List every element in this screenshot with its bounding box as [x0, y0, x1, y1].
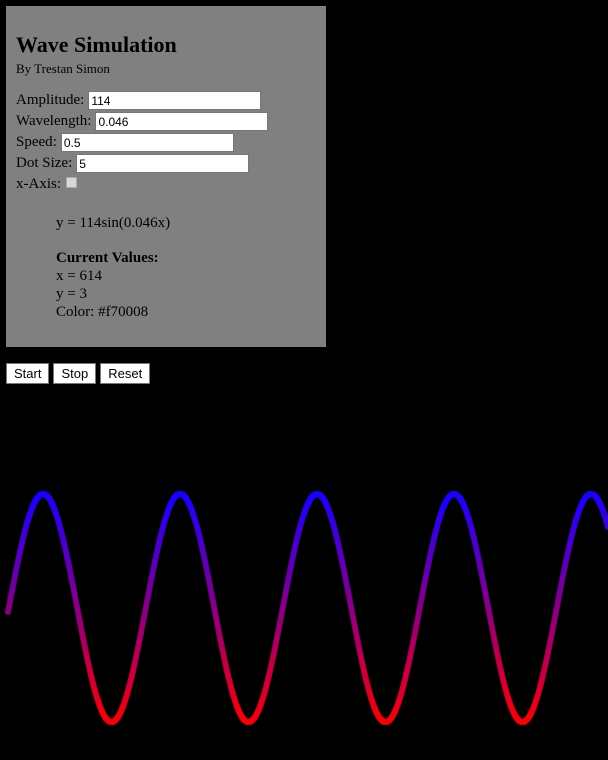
current-y-value: y = 3 [56, 286, 87, 302]
stop-button[interactable]: Stop [53, 363, 97, 384]
wave-equation: y = 114sin(0.046x) [56, 215, 171, 231]
reset-button[interactable]: Reset [100, 363, 151, 384]
speed-input[interactable] [60, 133, 234, 152]
speed-label: Speed: [16, 134, 57, 150]
wavelength-row: Wavelength: [16, 111, 316, 132]
x-axis-label: x-Axis: [16, 176, 61, 192]
dot-size-input[interactable] [76, 154, 250, 173]
page-title: Wave Simulation [16, 32, 177, 57]
current-values-heading: Current Values: [56, 250, 159, 266]
control-panel: Wave Simulation By Trestan Simon Amplitu… [6, 6, 326, 347]
amplitude-label: Amplitude: [16, 92, 85, 108]
amplitude-row: Amplitude: [16, 90, 316, 111]
start-button[interactable]: Start [6, 363, 50, 384]
control-buttons: Start Stop Reset [6, 363, 151, 384]
author-byline: By Trestan Simon [16, 61, 110, 76]
speed-row: Speed: [16, 132, 316, 153]
dot-size-row: Dot Size: [16, 153, 316, 174]
amplitude-input[interactable] [88, 91, 262, 110]
wavelength-input[interactable] [95, 112, 269, 131]
dot-size-label: Dot Size: [16, 155, 73, 171]
parameter-form: Amplitude: Wavelength: Speed: Dot Size: … [16, 90, 316, 195]
x-axis-checkbox[interactable] [66, 177, 77, 188]
current-color-value: Color: #f70008 [56, 304, 149, 320]
wavelength-label: Wavelength: [16, 113, 92, 129]
x-axis-row: x-Axis: [16, 174, 316, 195]
current-x-value: x = 614 [56, 268, 102, 284]
